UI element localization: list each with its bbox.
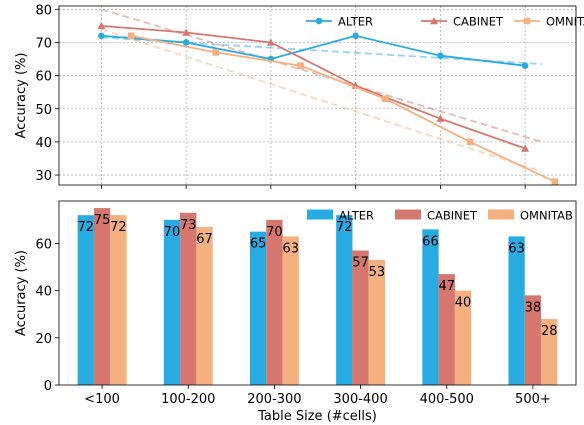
omnitab-bar-value-label: 63 — [282, 241, 299, 256]
alter-bar — [249, 231, 267, 385]
y-tick-label: 30 — [35, 169, 52, 184]
y-tick-label: 0 — [44, 379, 52, 394]
omnitab-series-line — [130, 34, 556, 183]
alter-bar-value-label: 70 — [164, 225, 181, 240]
alter-bar — [163, 219, 181, 385]
cabinet-bar — [438, 274, 455, 385]
omnitab-bar — [282, 236, 299, 385]
omnitab-legend-label: OMNITAB — [520, 209, 573, 223]
cabinet-point — [436, 114, 445, 122]
x-tick-label: 400-500 — [420, 392, 474, 407]
alter-legend-label: ALTER — [338, 15, 373, 29]
omnitab-legend-marker — [523, 17, 531, 25]
cabinet-point — [182, 28, 191, 36]
cabinet-legend-label: CABINET — [453, 15, 504, 29]
omnitab-bar — [110, 215, 127, 385]
cabinet-point — [97, 21, 106, 30]
alter-bar-value-label: 72 — [336, 220, 353, 235]
cabinet-bar — [93, 208, 111, 385]
cabinet-bar — [352, 250, 369, 385]
alter-point — [352, 32, 359, 40]
omnitab-trend-line — [101, 28, 543, 173]
omnitab-legend-label: OMNITAB — [546, 15, 584, 29]
omnitab-point — [551, 178, 559, 185]
alter-legend-label: ALTER — [339, 209, 374, 223]
cabinet-bar-value-label: 57 — [352, 256, 369, 271]
y-tick-label: 80 — [35, 3, 52, 18]
omnitab-point — [382, 95, 389, 103]
x-axis-label: Table Size (#cells) — [257, 409, 377, 424]
omnitab-point — [466, 138, 474, 146]
y-axis-label: Accuracy (%) — [14, 250, 29, 336]
x-tick-label: 200-300 — [247, 392, 301, 407]
cabinet-legend-swatch — [395, 209, 421, 220]
alter-point — [182, 39, 190, 46]
alter-point — [521, 62, 529, 69]
cabinet-legend-label: CABINET — [427, 209, 478, 223]
omnitab-bar-value-label: 72 — [110, 220, 127, 235]
top-line-chart: 30 40 50 60 70 80 Accuracy (%) ALTER CABINET OMNI… — [14, 3, 584, 189]
cabinet-bar-value-label: 38 — [525, 300, 542, 315]
alter-bar — [508, 236, 525, 385]
omnitab-bar-value-label: 40 — [455, 296, 472, 311]
plot-frame — [58, 200, 577, 386]
omnitab-bar — [196, 226, 213, 385]
cabinet-point — [266, 38, 275, 46]
y-tick-label: 40 — [35, 136, 52, 151]
plot-frame — [58, 5, 577, 186]
y-tick-label: 70 — [35, 36, 52, 51]
alter-series-line — [101, 34, 526, 67]
y-tick-label: 50 — [35, 103, 52, 118]
cabinet-bar — [266, 219, 283, 385]
alter-point — [437, 52, 444, 60]
y-axis-label: Accuracy (%) — [14, 53, 29, 139]
alter-point — [98, 32, 105, 40]
omnitab-bar — [541, 318, 558, 385]
x-tick-label: 100-200 — [161, 392, 215, 407]
cabinet-bar-value-label: 73 — [180, 218, 197, 233]
y-tick-label: 40 — [35, 285, 52, 300]
alter-bar-value-label: 72 — [78, 220, 95, 235]
omnitab-bar — [454, 290, 472, 385]
alter-bar — [422, 229, 439, 385]
cabinet-legend-marker — [430, 17, 438, 25]
alter-bar-value-label: 63 — [508, 241, 525, 256]
omnitab-point — [127, 32, 135, 40]
omnitab-point — [212, 49, 220, 56]
omnitab-bar-value-label: 28 — [541, 324, 558, 339]
alter-bar — [336, 215, 353, 385]
cabinet-point — [521, 144, 530, 152]
y-tick-label: 60 — [35, 237, 52, 252]
alter-legend-swatch — [307, 209, 333, 220]
y-tick-label: 60 — [35, 70, 52, 85]
alter-bar-value-label: 66 — [422, 234, 439, 249]
omnitab-legend-swatch — [488, 209, 514, 220]
x-tick-label: <100 — [84, 392, 120, 407]
alter-legend-marker — [315, 17, 323, 25]
cabinet-bar — [524, 295, 542, 385]
x-tick-label: 500+ — [515, 392, 551, 407]
cabinet-bar-value-label: 75 — [94, 213, 111, 228]
cabinet-series-line — [101, 25, 526, 150]
cabinet-bar-value-label: 70 — [266, 225, 283, 240]
omnitab-point — [297, 62, 304, 69]
alter-bar-value-label: 65 — [250, 237, 267, 252]
omnitab-bar — [368, 259, 386, 385]
cabinet-bar-value-label: 47 — [438, 279, 455, 294]
alter-bar — [77, 215, 94, 385]
omnitab-bar-value-label: 53 — [369, 265, 386, 280]
cabinet-bar — [180, 212, 197, 385]
y-tick-label: 20 — [35, 332, 52, 347]
x-tick-label: 300-400 — [333, 392, 387, 407]
omnitab-bar-value-label: 67 — [196, 232, 213, 247]
